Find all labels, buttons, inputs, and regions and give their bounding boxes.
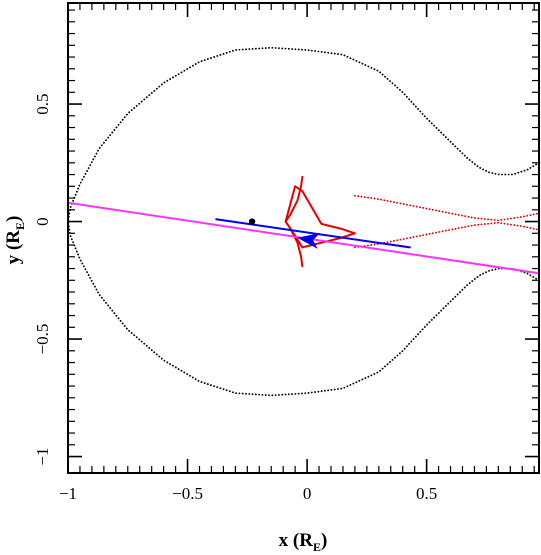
x-axis-label-close: )	[321, 530, 327, 551]
plot-frame	[67, 2, 540, 474]
y-axis-label-close: )	[3, 216, 24, 222]
series-line-4	[353, 221, 539, 249]
x-tick-label: 0.5	[416, 484, 437, 503]
series-line-1	[68, 46, 539, 397]
series-line-6	[215, 218, 411, 249]
series-line-2	[284, 175, 356, 268]
y-tick-label: −1	[33, 448, 52, 466]
y-axis-label-main: y (R	[3, 230, 24, 265]
y-axis-label-sub: E	[13, 222, 27, 230]
x-axis-label: x (RE)	[279, 530, 328, 554]
series-line-3	[353, 194, 539, 222]
lens-point-1	[248, 218, 256, 225]
x-axis-label-sub: E	[313, 540, 321, 554]
x-tick-label: −0.5	[172, 484, 203, 503]
direction-arrow-1	[297, 233, 321, 249]
y-tick-label: 0	[33, 217, 52, 226]
x-tick-label: 0	[303, 484, 312, 503]
series-group	[68, 46, 539, 397]
data-layer	[68, 46, 539, 397]
x-tick-label: −1	[59, 484, 77, 503]
tick-layer: −1 −0.5 0 0.5 −1 −0.5 0 0.5	[33, 3, 539, 503]
x-axis-label-main: x (R	[279, 530, 314, 551]
y-tick-label: −0.5	[33, 324, 52, 355]
y-tick-label: 0.5	[33, 93, 52, 114]
y-axis-label: y (RE)	[3, 216, 27, 265]
